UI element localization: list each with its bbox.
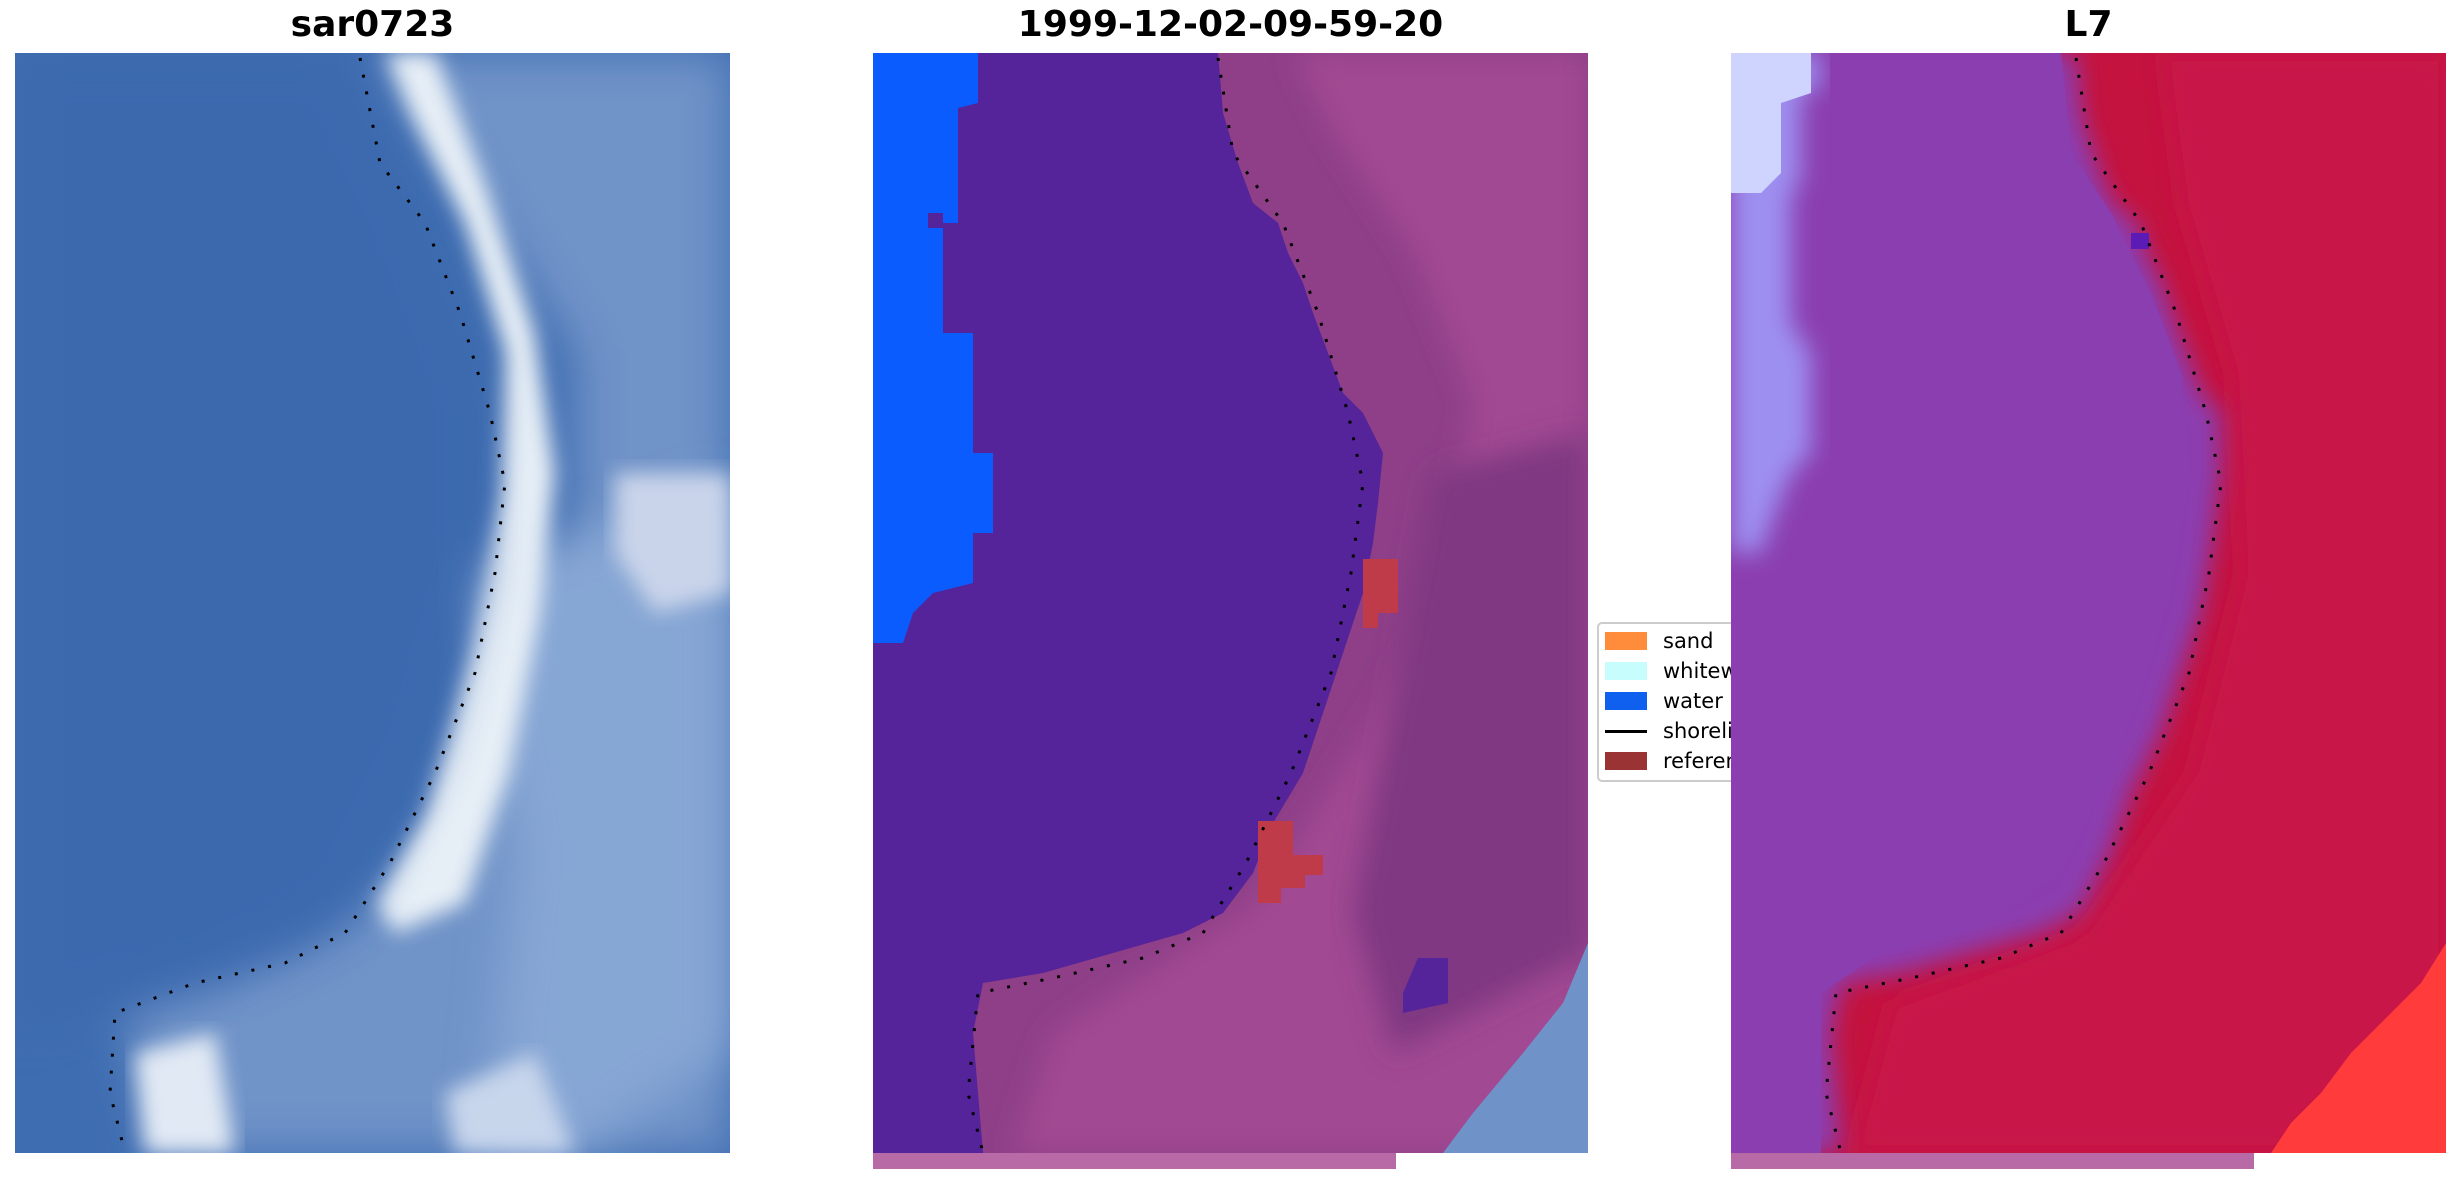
rgb-lower-beach (135, 1033, 235, 1153)
legend: sand whitewater water shoreline referenc… (1597, 622, 1742, 782)
ndwi-bright-corner (2271, 943, 2446, 1153)
panel-title-rgb: sar0723 (290, 4, 455, 45)
rgb-beach-strip (375, 53, 555, 933)
class-reference-patch (1363, 559, 1398, 628)
ndwi-image (1731, 53, 2446, 1153)
legend-label-shoreline: shoreline (1663, 719, 1740, 743)
class-reference-patch (1258, 821, 1323, 903)
legend-item-reference-shoreline: reference shoreline (1605, 746, 1740, 776)
class-small-water (1403, 958, 1448, 1013)
legend-label-water: water (1663, 689, 1723, 713)
legend-swatch-reference-shoreline (1605, 752, 1647, 770)
legend-item-whitewater: whitewater (1605, 656, 1740, 686)
legend-line-shoreline (1605, 729, 1647, 733)
rgb-bright-patch (615, 473, 730, 613)
legend-item-shoreline: shoreline (1605, 716, 1740, 746)
class-water-notch (928, 213, 943, 228)
classification-panel (873, 53, 1588, 1153)
class-land-darker (1353, 433, 1588, 1053)
legend-item-water: water (1605, 686, 1723, 716)
legend-label-sand: sand (1663, 629, 1714, 653)
ndwi-water-solid (1731, 53, 2191, 1153)
classification-bottom-stripe (873, 1153, 1396, 1169)
ndwi-land-texture (1851, 53, 2446, 1153)
ndwi-bright-edge (1731, 53, 1811, 193)
rgb-lower-bright (445, 1053, 575, 1153)
rgb-image-panel (15, 53, 730, 1153)
legend-label-reference-shoreline: reference shoreline (1663, 749, 1740, 773)
ndwi-dark-spot (2131, 233, 2149, 249)
legend-swatch-whitewater (1605, 662, 1647, 680)
legend-label-whitewater: whitewater (1663, 659, 1740, 683)
class-open-water (873, 53, 993, 643)
panel-title-classification: 1999-12-02-09-59-20 (1017, 4, 1444, 45)
ndwi-panel (1731, 53, 2446, 1153)
rgb-image (15, 53, 730, 1153)
detected-shoreline (108, 57, 507, 1153)
legend-item-sand: sand (1605, 626, 1713, 656)
legend-swatch-sand (1605, 632, 1647, 650)
classification-image (873, 53, 1588, 1153)
panel-title-ndwi: L7 (2064, 4, 2113, 45)
class-corner-rgb (1443, 943, 1588, 1153)
legend-swatch-water (1605, 692, 1647, 710)
class-water-region (873, 53, 1383, 1153)
ndwi-bottom-stripe (1731, 1153, 2254, 1169)
rgb-deep-water (15, 53, 485, 1033)
